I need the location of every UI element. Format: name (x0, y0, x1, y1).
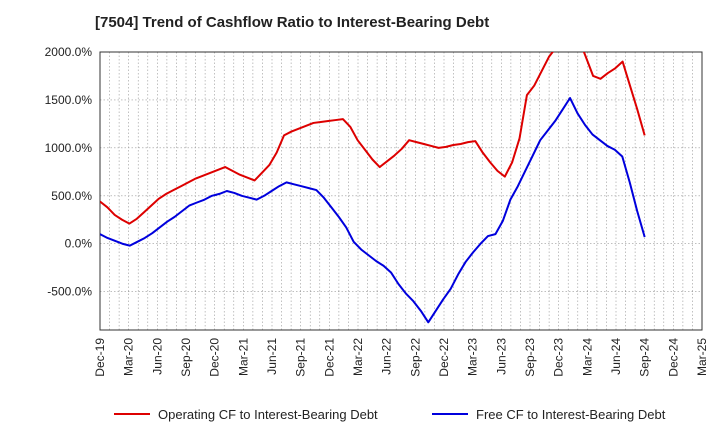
x-tick-label: Dec-22 (437, 338, 451, 377)
y-tick-label: -500.0% (47, 285, 92, 299)
plot-border (99, 51, 703, 331)
y-tick-label: 1000.0% (45, 141, 93, 155)
legend-label-free-cf: Free CF to Interest-Bearing Debt (476, 407, 666, 422)
x-tick-label: Sep-21 (294, 338, 308, 377)
x-tick-label: Mar-22 (351, 338, 365, 376)
x-tick-label: Mar-25 (695, 338, 709, 376)
x-tick-label: Jun-21 (265, 338, 279, 375)
plot-area: -500.0% 0.0% 500.0% 1000.0% 1500.0% 2000.0% De… (45, 45, 709, 377)
legend: Operating CF to Interest-Bearing Debt Fr… (114, 407, 666, 422)
legend-label-operating-cf: Operating CF to Interest-Bearing Debt (158, 407, 378, 422)
x-tick-label: Mar-20 (122, 338, 136, 376)
x-tick-label: Jun-20 (150, 338, 164, 375)
x-tick-label: Mar-23 (466, 338, 480, 376)
x-tick-label: Dec-20 (208, 338, 222, 377)
x-tick-label: Mar-24 (580, 338, 594, 376)
series-line-operating-cf (100, 52, 646, 225)
x-tick-label: Sep-20 (179, 338, 193, 377)
x-tick-label: Dec-19 (93, 338, 107, 377)
x-tick-label: Sep-22 (408, 338, 422, 377)
x-tick-label: Jun-22 (380, 338, 394, 375)
y-tick-label: 1500.0% (45, 93, 93, 107)
x-tick-label: Dec-24 (666, 338, 680, 377)
chart-title: [7504] Trend of Cashflow Ratio to Intere… (95, 14, 489, 31)
x-tick-label: Jun-23 (494, 338, 508, 375)
series-line-free-cf (100, 97, 646, 324)
x-tick-label: Mar-21 (236, 338, 250, 376)
y-tick-label: 0.0% (65, 237, 93, 251)
x-tick-label: Jun-24 (609, 338, 623, 375)
y-tick-label: 500.0% (51, 189, 92, 203)
y-tick-label: 2000.0% (45, 45, 93, 59)
x-tick-label: Dec-21 (322, 338, 336, 377)
x-tick-label: Dec-23 (552, 338, 566, 377)
x-tick-label: Sep-24 (638, 338, 652, 377)
x-tick-label: Sep-23 (523, 338, 537, 377)
